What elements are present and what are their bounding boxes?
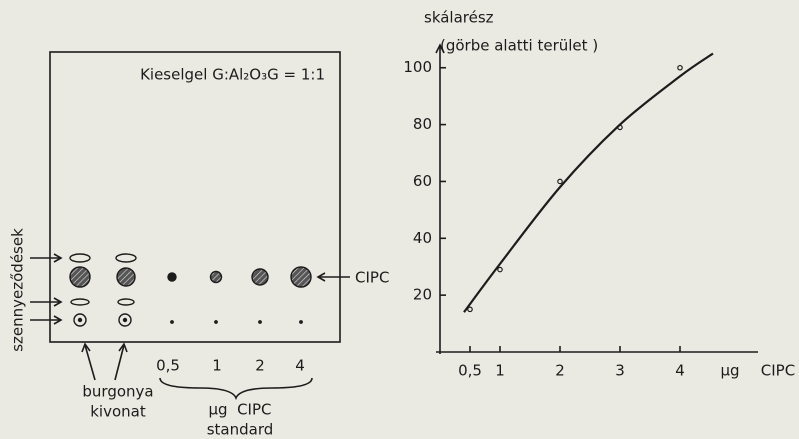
- x-tick-label: 3: [615, 362, 625, 380]
- data-point: [467, 306, 473, 313]
- side-label: szennyeződések: [9, 228, 27, 352]
- standard-label: μg CIPC: [208, 401, 271, 419]
- spots: [69, 253, 312, 327]
- data-point: [557, 178, 563, 185]
- y-tick-label: 40: [413, 229, 432, 247]
- y-tick-label: 20: [413, 286, 432, 304]
- data-point: [677, 64, 683, 71]
- sample-label: kivonat: [90, 403, 146, 421]
- x-axis-label: CIPC: [761, 362, 795, 380]
- x-tick-label: 2: [555, 362, 565, 380]
- spot-label: CIPC: [355, 269, 389, 287]
- plate: Kieselgel G:Al₂O₃G = 1:1 szennyeződések …: [9, 51, 389, 439]
- plate-label: Kieselgel G:Al₂O₃G = 1:1: [140, 66, 325, 84]
- y-tick-label: 80: [413, 115, 432, 133]
- y-tick-label: 100: [403, 58, 432, 76]
- curve: [463, 52, 714, 313]
- standard-amount: 2: [255, 357, 265, 375]
- sample-label: burgonya: [82, 383, 153, 401]
- x-axis-label: μg: [720, 362, 739, 380]
- standard-amount: 1: [212, 357, 222, 375]
- y-axis: [435, 43, 445, 354]
- data-point: [617, 124, 623, 131]
- chart: skálarész (görbe alatti terület ) μg CIP…: [403, 9, 795, 380]
- y-tick-label: 60: [413, 172, 432, 190]
- x-tick-label: 1: [495, 362, 505, 380]
- plate-frame: [49, 51, 341, 343]
- standard-amount: 0,5: [156, 357, 180, 375]
- x-tick-label: 4: [675, 362, 685, 380]
- data-point: [497, 266, 503, 273]
- standard-label: standard: [207, 421, 274, 439]
- y-axis-label: (görbe alatti terület ): [440, 37, 598, 55]
- y-axis-label: skálarész: [424, 9, 494, 27]
- standard-amount: 4: [295, 357, 305, 375]
- arrows: [30, 253, 350, 401]
- x-tick-label: 0,5: [458, 362, 482, 380]
